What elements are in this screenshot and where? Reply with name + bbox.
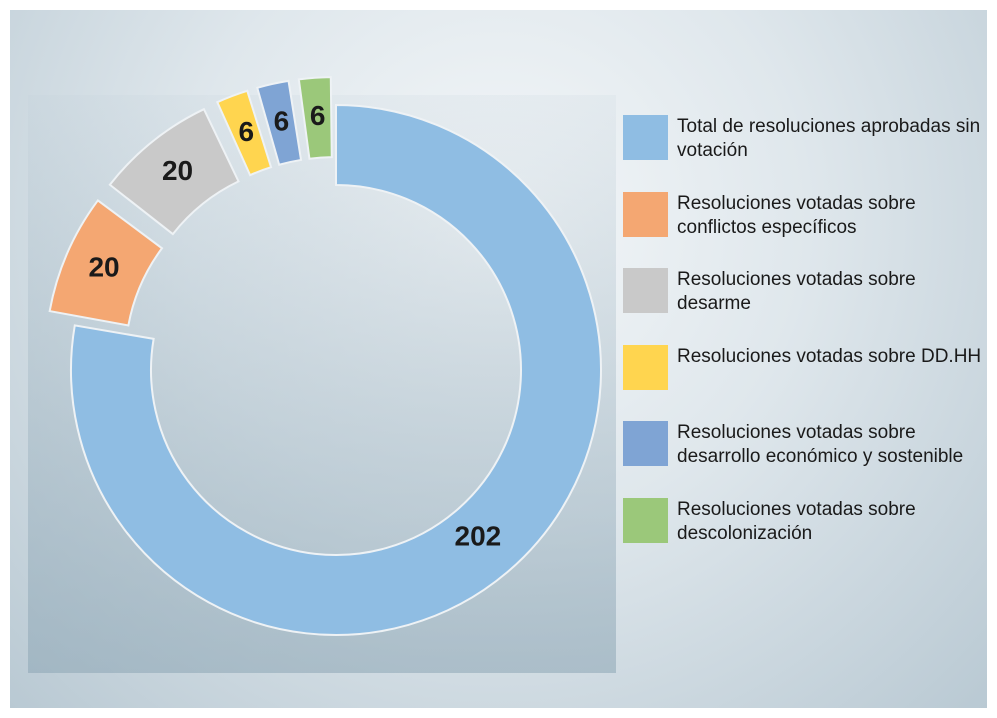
data-label: 202	[455, 521, 502, 552]
donut-segment	[215, 89, 273, 177]
legend-label: Resoluciones votadas sobre desarme	[677, 269, 916, 314]
legend-swatch	[623, 191, 668, 237]
legend-swatch	[623, 344, 668, 390]
legend-label: Resoluciones votadas sobre DD.HH	[677, 345, 982, 367]
data-label: 20	[88, 251, 119, 282]
legend-label: Total de resoluciones aprobadas sin vota…	[677, 116, 981, 161]
donut-segment	[297, 76, 333, 160]
legend-swatch	[623, 268, 668, 313]
legend-label: Resoluciones votadas sobre desarrollo ec…	[677, 422, 964, 467]
legend-item: Resoluciones votadas sobre conflictos es…	[623, 191, 987, 240]
legend-item: Resoluciones votadas sobre descolonizaci…	[623, 497, 987, 546]
donut-segment	[48, 199, 164, 327]
data-label: 6	[238, 116, 254, 147]
legend-swatch	[623, 115, 668, 160]
legend-item: Total de resoluciones aprobadas sin vota…	[623, 115, 987, 163]
data-label: 20	[162, 155, 193, 186]
legend-label: Resoluciones votadas sobre conflictos es…	[677, 192, 916, 238]
donut-segment	[255, 79, 303, 166]
donut-segment	[108, 107, 240, 236]
legend-item: Resoluciones votadas sobre desarrollo ec…	[623, 421, 987, 469]
legend-item: Resoluciones votadas sobre desarme	[623, 268, 987, 316]
legend-swatch	[623, 497, 668, 543]
data-label: 6	[310, 100, 326, 131]
donut-segment	[70, 103, 602, 636]
data-label: 6	[274, 105, 290, 136]
legend-label: Resoluciones votadas sobre descolonizaci…	[677, 498, 916, 544]
legend-item: Resoluciones votadas sobre DD.HH	[623, 344, 987, 390]
legend-swatch	[623, 421, 668, 466]
